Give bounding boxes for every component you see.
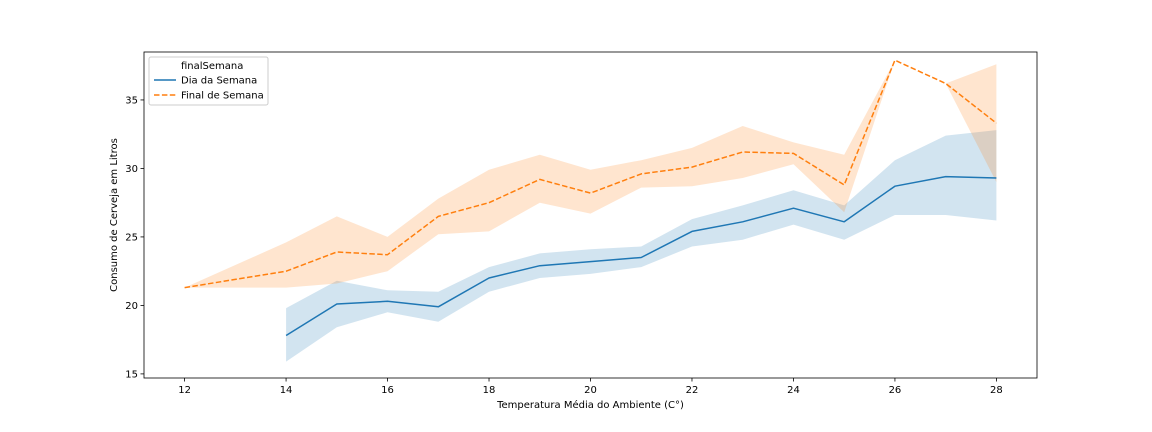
legend-label-dia-da-semana: Dia da Semana [181, 76, 257, 87]
x-tick-label: 28 [990, 385, 1003, 396]
x-tick-label: 20 [584, 385, 597, 396]
series-line-final-de-semana [184, 59, 997, 289]
y-axis-ticks: 15 20 25 30 35 [125, 95, 144, 380]
y-tick-label: 30 [125, 164, 138, 175]
x-axis-ticks: 12 14 16 18 20 22 24 26 28 [178, 378, 1003, 396]
y-tick-label: 15 [125, 369, 138, 380]
x-tick-label: 22 [686, 385, 699, 396]
y-tick-label: 20 [125, 301, 138, 312]
x-axis-label: Temperatura Média do Ambiente (C°) [496, 399, 684, 411]
y-axis-label: Consumo de Cerveja em Litros [109, 138, 120, 292]
x-tick-label: 26 [889, 385, 902, 396]
series-lines [184, 59, 997, 337]
x-tick-label: 18 [483, 385, 496, 396]
x-tick-label: 12 [178, 385, 191, 396]
confidence-band-dia-da-semana [286, 130, 997, 362]
legend: finalSemana Dia da Semana Final de Seman… [148, 56, 269, 106]
confidence-bands [184, 60, 997, 362]
legend-box [148, 56, 269, 106]
legend-title: finalSemana [181, 61, 243, 72]
y-tick-label: 25 [125, 232, 138, 243]
confidence-band-final-de-semana [184, 60, 997, 288]
x-tick-label: 16 [381, 385, 394, 396]
series-line-dia-da-semana [285, 175, 997, 337]
legend-label-final-de-semana: Final de Semana [181, 91, 264, 102]
y-tick-label: 35 [125, 95, 138, 106]
x-tick-label: 14 [280, 385, 293, 396]
x-tick-label: 24 [787, 385, 800, 396]
